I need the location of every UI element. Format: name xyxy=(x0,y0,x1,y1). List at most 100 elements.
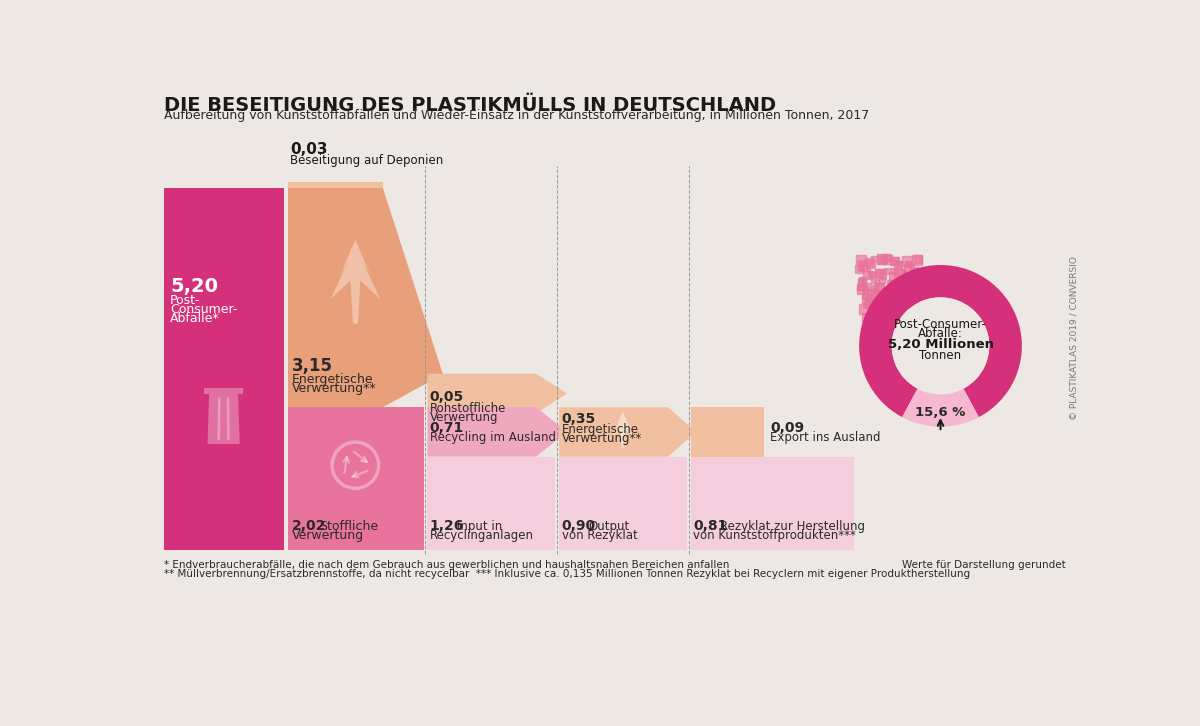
Point xyxy=(911,266,930,277)
Point xyxy=(902,272,922,284)
Text: Energetische: Energetische xyxy=(292,372,373,386)
Text: Abfälle:: Abfälle: xyxy=(918,327,962,340)
Point xyxy=(857,299,876,311)
Point xyxy=(887,256,906,268)
Point xyxy=(871,269,890,280)
Point xyxy=(852,257,871,269)
Text: 0,81: 0,81 xyxy=(694,519,727,533)
Point xyxy=(858,295,877,306)
Polygon shape xyxy=(612,412,634,448)
Text: 0,03: 0,03 xyxy=(290,142,328,158)
Point xyxy=(871,266,890,278)
Text: von Kunststoffprodukten***: von Kunststoffprodukten*** xyxy=(694,529,856,542)
Point xyxy=(874,256,893,267)
Point xyxy=(904,267,923,279)
Point xyxy=(881,310,900,322)
Point xyxy=(884,266,904,277)
Point xyxy=(884,307,904,319)
Text: 3,15: 3,15 xyxy=(292,357,332,375)
Point xyxy=(877,306,896,317)
Point xyxy=(871,306,890,317)
Point xyxy=(899,258,918,270)
Point xyxy=(882,277,901,288)
Text: Consumer-: Consumer- xyxy=(170,303,238,316)
Point xyxy=(858,281,877,293)
Polygon shape xyxy=(427,457,556,550)
Point xyxy=(895,290,914,302)
Polygon shape xyxy=(559,407,696,457)
Point xyxy=(889,259,908,271)
Text: Tonnen: Tonnen xyxy=(919,349,961,362)
Point xyxy=(872,307,892,319)
Point xyxy=(857,293,876,304)
Point xyxy=(872,312,892,324)
Point xyxy=(894,311,913,323)
Point xyxy=(865,282,884,294)
Text: Energetische: Energetische xyxy=(562,423,638,436)
Point xyxy=(852,285,871,296)
Point xyxy=(865,287,884,299)
Point xyxy=(905,274,924,286)
Text: Verwertung: Verwertung xyxy=(292,529,364,542)
Point xyxy=(883,302,902,314)
Point xyxy=(900,258,919,269)
Point xyxy=(856,283,875,295)
Point xyxy=(900,264,919,275)
Text: Post-Consumer-: Post-Consumer- xyxy=(894,318,986,331)
Point xyxy=(851,282,870,293)
Point xyxy=(886,255,905,266)
Point xyxy=(872,255,892,266)
Point xyxy=(871,295,890,307)
Point xyxy=(902,295,922,306)
Point xyxy=(852,262,871,274)
Polygon shape xyxy=(288,188,443,407)
Text: 1,26: 1,26 xyxy=(430,519,464,533)
Text: 0,71: 0,71 xyxy=(430,421,464,435)
Point xyxy=(862,269,881,280)
Point xyxy=(865,253,884,265)
Point xyxy=(905,274,924,286)
Polygon shape xyxy=(204,388,242,394)
Text: Stoffliche: Stoffliche xyxy=(319,520,378,533)
Point xyxy=(864,269,883,281)
Point xyxy=(902,270,922,282)
Point xyxy=(854,274,874,285)
Point xyxy=(883,271,902,282)
Point xyxy=(868,311,887,322)
Point xyxy=(890,294,910,306)
Point xyxy=(854,303,874,315)
Point xyxy=(862,258,881,270)
Point xyxy=(869,307,888,319)
Text: Beseitigung auf Deponien: Beseitigung auf Deponien xyxy=(290,154,444,167)
Point xyxy=(906,298,925,310)
Point xyxy=(904,297,923,309)
Point xyxy=(872,253,892,265)
Text: von Rezyklat: von Rezyklat xyxy=(562,529,637,542)
Wedge shape xyxy=(902,388,979,427)
Text: Verwertung**: Verwertung** xyxy=(562,432,642,445)
Point xyxy=(874,296,893,308)
Text: Export ins Ausland: Export ins Ausland xyxy=(770,431,881,444)
Text: 15,6 %: 15,6 % xyxy=(916,406,966,419)
Point xyxy=(901,300,920,311)
Point xyxy=(872,274,892,286)
Point xyxy=(887,303,906,315)
Text: 0,05: 0,05 xyxy=(430,391,464,404)
Point xyxy=(881,287,900,299)
Point xyxy=(881,277,900,289)
Point xyxy=(905,265,924,277)
Point xyxy=(900,279,919,290)
Text: Verwertung**: Verwertung** xyxy=(292,382,377,395)
Point xyxy=(906,282,925,293)
Text: Recycling im Ausland: Recycling im Ausland xyxy=(430,431,556,444)
Point xyxy=(889,280,908,292)
Point xyxy=(890,313,910,325)
Point xyxy=(862,310,881,322)
Point xyxy=(868,277,887,288)
Point xyxy=(884,256,904,267)
Point xyxy=(899,273,918,285)
Polygon shape xyxy=(427,374,566,413)
Text: Abfälle*: Abfälle* xyxy=(170,312,220,325)
Point xyxy=(850,263,869,274)
Point xyxy=(902,293,922,305)
